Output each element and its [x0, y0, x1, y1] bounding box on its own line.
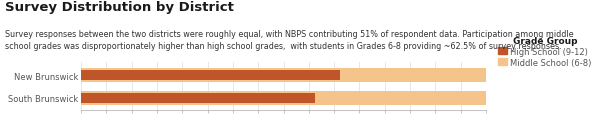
Text: Survey responses between the two districts were roughly equal, with NBPS contrib: Survey responses between the two distric…: [5, 30, 574, 50]
Text: Survey Distribution by District: Survey Distribution by District: [5, 1, 233, 14]
Bar: [81, 69, 486, 83]
Bar: [81, 71, 340, 80]
Legend: High School (9-12), Middle School (6-8): High School (9-12), Middle School (6-8): [498, 36, 592, 67]
Bar: [81, 91, 486, 105]
Bar: [81, 93, 315, 103]
